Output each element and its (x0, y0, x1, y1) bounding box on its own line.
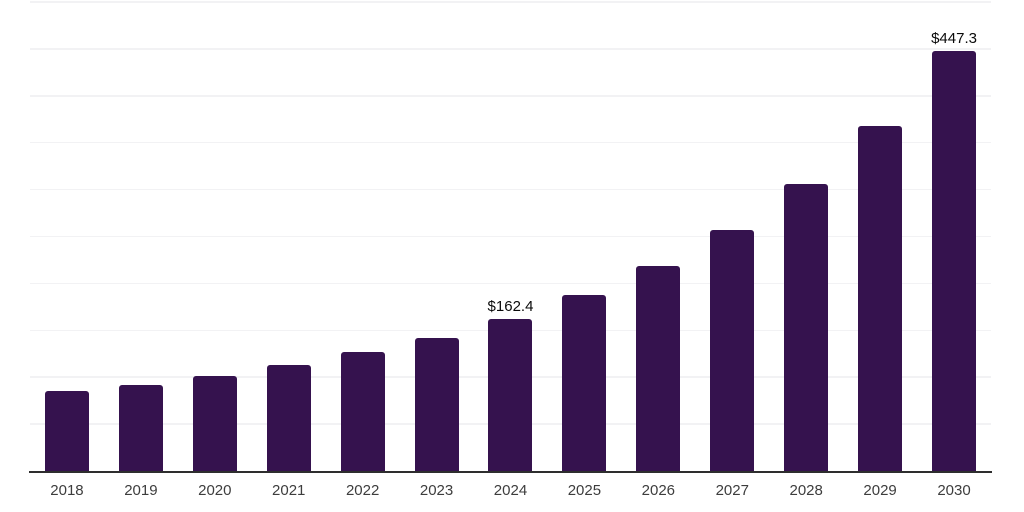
bar-2022 (340, 352, 385, 471)
bar-2020 (192, 375, 237, 471)
bar-2030 (932, 51, 977, 471)
x-tick-label-2023: 2023 (419, 482, 454, 499)
bar-slot-2018 (30, 2, 104, 471)
bar-slot-2020 (178, 2, 252, 471)
bar-2026 (636, 265, 681, 471)
bar-slot-2028 (769, 2, 843, 471)
bar-slot-2023 (400, 2, 474, 471)
x-tick-label-2030: 2030 (937, 482, 971, 499)
bar-2018 (44, 391, 89, 471)
x-tick-label-2021: 2021 (272, 482, 306, 499)
bar-slot-2030: $447.3 (917, 2, 991, 471)
bar-slot-2021 (252, 2, 326, 471)
x-tick-label-2027: 2027 (715, 482, 749, 499)
x-tick-label-2026: 2026 (641, 482, 676, 499)
bar-slot-2022 (326, 2, 400, 471)
bar-2021 (266, 364, 311, 471)
bar-2027 (710, 230, 755, 471)
x-tick-label-2025: 2025 (567, 482, 602, 499)
x-tick-label-2018: 2018 (50, 482, 84, 499)
x-tick-label-2024: 2024 (493, 482, 528, 499)
gridline-250 (30, 235, 991, 238)
bar-slot-2019 (104, 2, 178, 471)
gridline-500 (30, 1, 991, 3)
plot-area: $162.4 $447.3 (29, 1, 992, 473)
gridline-300 (30, 188, 991, 191)
gridline-200 (30, 282, 991, 285)
bar-slot-2024: $162.4 (474, 2, 548, 471)
bar-2019 (118, 384, 163, 471)
bar-slot-2026 (621, 2, 695, 471)
bar-slot-2025 (547, 2, 621, 471)
x-tick-label-2019: 2019 (124, 482, 158, 499)
bar-2028 (784, 184, 829, 471)
gridline-350 (30, 141, 991, 144)
bar-value-label-2024: $162.4 (487, 297, 534, 315)
x-tick-label-2028: 2028 (789, 482, 823, 499)
bars-container: $162.4 $447.3 (30, 2, 991, 471)
bar-2025 (562, 294, 607, 471)
bar-slot-2029 (843, 2, 917, 471)
x-axis-tick-labels: 2018 2019 2020 2021 2022 2023 2024 2025 2026 2027… (30, 482, 991, 499)
bar-value-label-2030: $447.3 (931, 30, 977, 48)
bar-slot-2027 (695, 2, 769, 471)
x-tick-label-2029: 2029 (863, 482, 897, 499)
x-tick-label-2022: 2022 (345, 482, 380, 499)
bar-2024 (488, 318, 533, 471)
bar-2023 (414, 337, 459, 471)
gridline-400 (30, 95, 991, 97)
bar-2029 (858, 125, 903, 471)
x-axis-line (29, 470, 992, 473)
gridline-450 (30, 48, 991, 50)
x-tick-label-2020: 2020 (198, 482, 232, 499)
